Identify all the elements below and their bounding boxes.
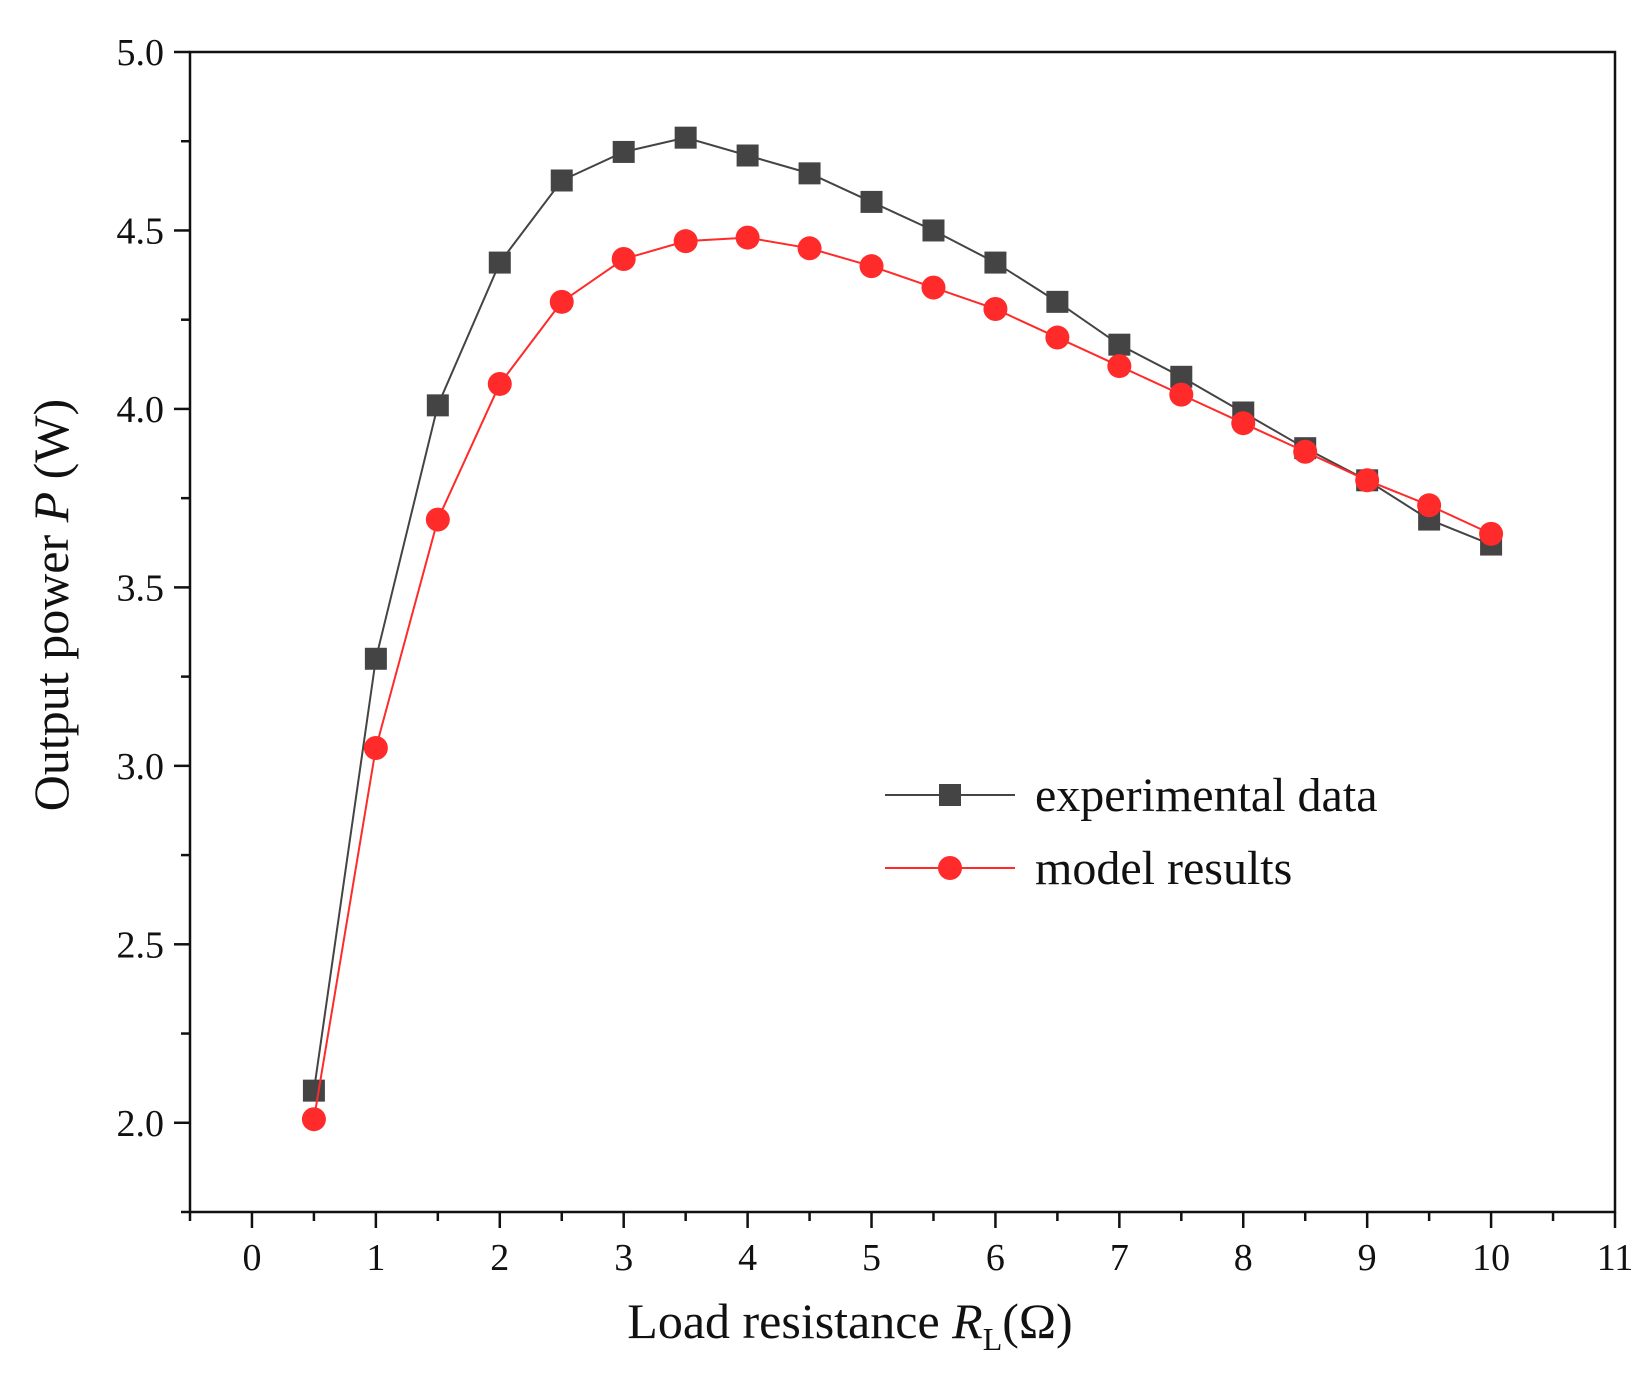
y-tick-label: 4.5 [117, 210, 165, 252]
x-tick-label: 4 [738, 1237, 757, 1279]
data-point [736, 144, 759, 167]
x-axis: 0 1 2 3 4 5 6 7 8 9 10 11 [188, 1212, 1634, 1279]
x-tick-label: 5 [862, 1237, 881, 1279]
series-line [312, 136, 1492, 1091]
y-axis-title-main: Output power [23, 522, 79, 811]
x-axis-title-subscript: L [983, 1321, 1003, 1357]
x-tick-label: 3 [614, 1237, 633, 1279]
data-point [487, 371, 512, 396]
plot-area [188, 50, 1617, 1214]
legend-label: experimental data [1035, 769, 1378, 822]
data-point [921, 275, 946, 300]
data-point [1479, 521, 1504, 546]
x-tick-label: 2 [490, 1237, 509, 1279]
y-axis-title-symbol: P [23, 492, 79, 524]
legend-marker [939, 784, 961, 806]
data-point [363, 736, 388, 760]
x-axis-title-symbol: R [951, 1293, 983, 1349]
data-point [1046, 290, 1069, 313]
data-point [984, 251, 1007, 274]
data-point [301, 1107, 326, 1132]
x-tick-label: 9 [1358, 1237, 1377, 1279]
x-tick-label: 6 [986, 1237, 1005, 1279]
data-point [549, 289, 574, 314]
data-point [674, 126, 697, 149]
data-point [364, 647, 387, 670]
data-point [425, 507, 450, 532]
legend: experimental data model results [885, 769, 1378, 895]
data-point [797, 236, 822, 261]
legend-entry: experimental data [885, 769, 1378, 822]
x-axis-title-main: Load resistance [627, 1293, 952, 1349]
plot-frame [188, 50, 1617, 1214]
x-tick-label: 10 [1472, 1237, 1510, 1279]
y-axis-title: Output power P (W) [23, 399, 79, 811]
data-point [1108, 333, 1131, 356]
y-tick-label: 4.0 [117, 389, 165, 431]
data-point [302, 1079, 325, 1102]
data-point [1045, 325, 1070, 350]
data-point [798, 162, 821, 185]
series-experimental-data [302, 126, 1503, 1102]
data-point [488, 251, 511, 274]
data-point [860, 190, 883, 213]
data-point [735, 225, 760, 250]
series-layer [301, 126, 1504, 1132]
y-tick-label: 3.0 [117, 746, 165, 788]
y-axis-title-unit: (W) [23, 399, 79, 492]
legend-entry: model results [885, 842, 1292, 895]
data-point [426, 394, 449, 417]
x-axis-title-unit: (Ω) [1002, 1293, 1072, 1349]
data-point [859, 254, 884, 279]
x-axis-title: Load resistance RL(Ω) [627, 1293, 1072, 1357]
y-tick-label: 2.5 [117, 924, 165, 966]
data-point [611, 247, 636, 272]
data-point [1355, 468, 1380, 493]
data-point [550, 169, 573, 192]
data-point [673, 229, 698, 254]
series-model-results [301, 225, 1504, 1132]
data-point [1169, 382, 1194, 407]
x-tick-label: 11 [1597, 1237, 1634, 1279]
data-point [983, 296, 1008, 321]
data-point [1417, 493, 1442, 518]
x-tick-label: 0 [242, 1237, 261, 1279]
y-axis: 2.0 2.5 3.0 3.5 4.0 4.5 5.0 [117, 32, 190, 1214]
legend-label: model results [1035, 842, 1292, 895]
y-tick-label: 2.0 [117, 1103, 165, 1145]
data-point [1293, 439, 1318, 464]
data-point [1107, 354, 1132, 379]
legend-marker [938, 856, 962, 880]
series-line [312, 236, 1492, 1120]
data-point [1170, 365, 1193, 388]
x-tick-label: 1 [366, 1237, 385, 1279]
data-point [1231, 411, 1256, 436]
x-tick-label: 8 [1234, 1237, 1253, 1279]
x-tick-label: 7 [1110, 1237, 1129, 1279]
data-point [612, 140, 635, 163]
data-point [922, 219, 945, 242]
y-tick-label: 3.5 [117, 567, 165, 609]
y-tick-label: 5.0 [117, 32, 165, 74]
